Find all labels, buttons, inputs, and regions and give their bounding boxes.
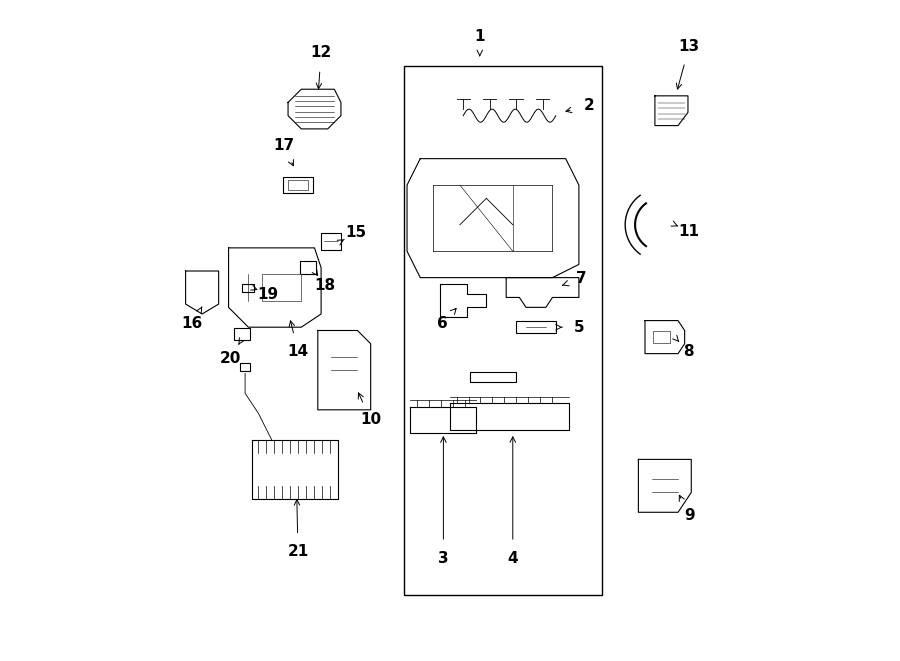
Text: 18: 18 [314, 278, 335, 293]
Text: 21: 21 [287, 545, 309, 559]
Text: 4: 4 [508, 551, 518, 566]
Bar [653, 331, 670, 343]
Bar [233, 328, 250, 340]
Text: 19: 19 [257, 287, 279, 301]
Text: 8: 8 [682, 344, 693, 359]
Bar [516, 321, 556, 333]
Text: 7: 7 [576, 272, 586, 286]
Text: 5: 5 [573, 320, 584, 334]
Bar [470, 371, 516, 382]
Bar [284, 176, 313, 193]
Text: 2: 2 [583, 98, 594, 113]
Text: 10: 10 [360, 412, 382, 427]
Text: 3: 3 [438, 551, 449, 566]
Text: 11: 11 [679, 224, 700, 239]
Bar [300, 261, 316, 274]
Bar [321, 233, 341, 249]
Text: 20: 20 [220, 351, 241, 366]
Text: 9: 9 [684, 508, 695, 523]
Bar [288, 180, 308, 190]
Bar [240, 363, 250, 371]
Bar [262, 274, 302, 301]
Text: 16: 16 [182, 317, 202, 331]
Text: 14: 14 [287, 344, 309, 359]
Bar [404, 66, 602, 595]
Bar [242, 284, 255, 292]
Text: 17: 17 [273, 138, 294, 153]
Text: 12: 12 [310, 46, 332, 60]
Text: 13: 13 [679, 39, 700, 54]
Text: 6: 6 [436, 317, 447, 331]
Text: 1: 1 [474, 29, 485, 44]
Text: 15: 15 [346, 225, 366, 240]
